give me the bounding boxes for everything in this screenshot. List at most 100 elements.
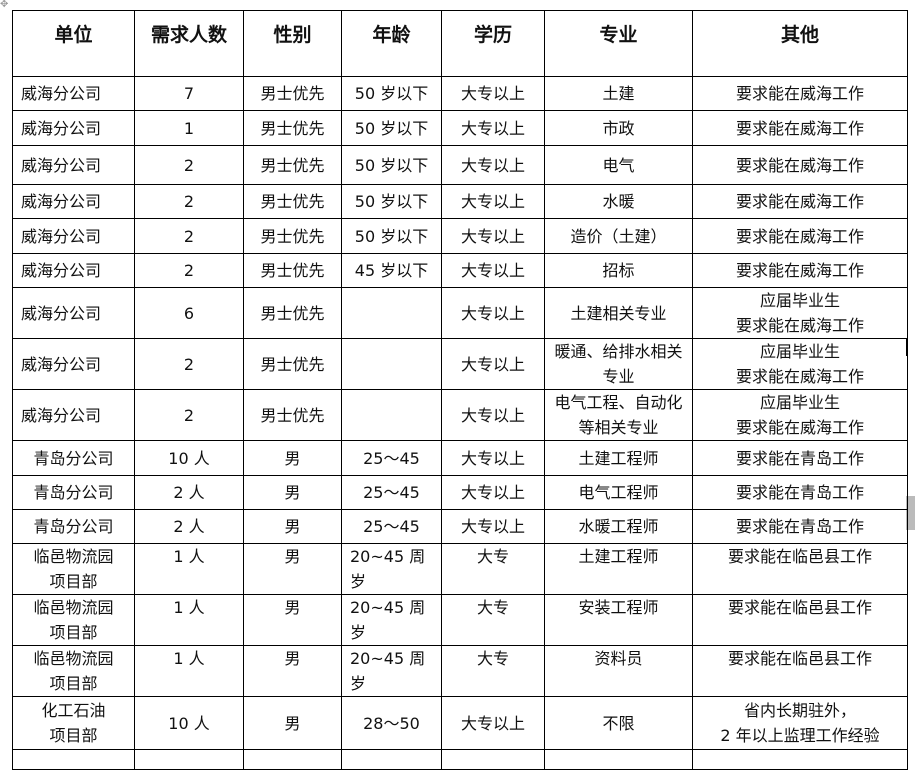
cell-major: 资料员 bbox=[544, 645, 693, 697]
cell-unit: 威海分公司 bbox=[12, 76, 135, 111]
cell-age bbox=[341, 338, 442, 390]
cell-other: 要求能在威海工作 bbox=[692, 76, 908, 111]
table-row: 威海分公司 6 男士优先 大专以上 土建相关专业 应届毕业生 要求能在威海工作 bbox=[12, 287, 908, 339]
cell-education: 大专以上 bbox=[441, 287, 545, 339]
header-gender: 性别 bbox=[243, 10, 342, 77]
cell-gender: 男士优先 bbox=[243, 218, 342, 254]
cell-gender: 男 bbox=[243, 475, 342, 510]
table-move-handle-icon[interactable]: ✥ bbox=[0, 0, 9, 10]
header-unit: 单位 bbox=[12, 10, 135, 77]
cell-unit: 青岛分公司 bbox=[12, 440, 135, 476]
cell-gender: 男士优先 bbox=[243, 287, 342, 339]
cell-education: 大专以上 bbox=[441, 253, 545, 288]
cell-education: 大专以上 bbox=[441, 338, 545, 390]
cell-major: 招标 bbox=[544, 253, 693, 288]
cell-age: 25～45 bbox=[341, 440, 442, 476]
cell-headcount: 1 人 bbox=[134, 645, 244, 697]
cell-gender: 男 bbox=[243, 696, 342, 750]
cell-headcount: 10 人 bbox=[134, 696, 244, 750]
recruitment-table: 单位 需求人数 性别 年龄 学历 专业 其他 威海分公司 7 男士优先 50 岁以下 大专以上 土建 要求… bbox=[12, 10, 908, 770]
cell-gender: 男士优先 bbox=[243, 253, 342, 288]
cell-age: 28～50 bbox=[341, 696, 442, 750]
cell-other: 应届毕业生 要求能在威海工作 bbox=[692, 287, 908, 339]
cell-headcount: 1 人 bbox=[134, 594, 244, 646]
cell-headcount: 2 bbox=[134, 338, 244, 390]
cell-headcount: 2 bbox=[134, 253, 244, 288]
cell-education: 大专 bbox=[441, 645, 545, 697]
cell-unit: 威海分公司 bbox=[12, 145, 135, 185]
cell-education: 大专以上 bbox=[441, 509, 545, 544]
cell-education: 大专以上 bbox=[441, 184, 545, 219]
cell-gender: 男 bbox=[243, 509, 342, 544]
header-age: 年龄 bbox=[341, 10, 442, 77]
cell-headcount: 7 bbox=[134, 76, 244, 111]
header-headcount: 需求人数 bbox=[134, 10, 244, 77]
cell-headcount: 2 bbox=[134, 389, 244, 441]
table-row: 临邑物流园项目部 1 人男 20~45 周岁 大专 资料员 要求能在临邑县工作 bbox=[12, 645, 908, 697]
cell-age: 20~45 周岁 bbox=[341, 645, 442, 697]
cell-other: 省内长期驻外， 2 年以上监理工作经验 bbox=[692, 696, 908, 750]
cell-major: 安装工程师 bbox=[544, 594, 693, 646]
scrollbar-handle[interactable] bbox=[906, 496, 915, 530]
cell-other: 要求能在临邑县工作 bbox=[692, 543, 908, 595]
cell-headcount: 2 bbox=[134, 145, 244, 185]
header-education: 学历 bbox=[441, 10, 545, 77]
cell-education: 大专以上 bbox=[441, 218, 545, 254]
cell-other: 要求能在威海工作 bbox=[692, 145, 908, 185]
cell-major: 土建相关专业 bbox=[544, 287, 693, 339]
cell-education: 大专以上 bbox=[441, 110, 545, 146]
cell-unit: 威海分公司 bbox=[12, 287, 135, 339]
cell-unit: 威海分公司 bbox=[12, 218, 135, 254]
table-row: 临邑物流园项目部 1 人男 20~45 周岁 大专 安装工程师 要求能在临邑县工作 bbox=[12, 594, 908, 646]
cell-unit: 威海分公司 bbox=[12, 253, 135, 288]
cell-gender: 男士优先 bbox=[243, 338, 342, 390]
cell-gender: 男士优先 bbox=[243, 145, 342, 185]
cell-other: 要求能在临邑县工作 bbox=[692, 594, 908, 646]
cell-major: 电气 bbox=[544, 145, 693, 185]
cell-age: 50 岁以下 bbox=[341, 218, 442, 254]
cell-other: 应届毕业生 要求能在威海工作 bbox=[692, 338, 908, 390]
cell-age: 20~45 周岁 bbox=[341, 543, 442, 595]
cell-other: 应届毕业生 要求能在威海工作 bbox=[692, 389, 908, 441]
header-other: 其他 bbox=[692, 10, 908, 77]
cell-age: 25～45 bbox=[341, 509, 442, 544]
cell-age: 50 岁以下 bbox=[341, 184, 442, 219]
cell-gender: 男 bbox=[243, 594, 342, 646]
cell-headcount: 10 人 bbox=[134, 440, 244, 476]
cell-education: 大专 bbox=[441, 543, 545, 595]
cell-gender: 男士优先 bbox=[243, 389, 342, 441]
cell-headcount: 2 bbox=[134, 184, 244, 219]
cell-unit: 青岛分公司 bbox=[12, 475, 135, 510]
cell-age: 50 岁以下 bbox=[341, 145, 442, 185]
table-row: 威海分公司 2 男士优先 大专以上 电气工程、自动化等相关专业 应届毕业生 要求能在威海工… bbox=[12, 389, 908, 441]
cell-headcount: 2 人 bbox=[134, 475, 244, 510]
cell-education: 大专以上 bbox=[441, 145, 545, 185]
cell-unit: 临邑物流园项目部 bbox=[12, 543, 135, 595]
cell-unit: 青岛分公司 bbox=[12, 509, 135, 544]
cell-headcount: 6 bbox=[134, 287, 244, 339]
cell-headcount: 1 人 bbox=[134, 543, 244, 595]
cell-age: 50 岁以下 bbox=[341, 76, 442, 111]
table-row: 威海分公司 2 男士优先 大专以上 暖通、给排水相关专业 应届毕业生 要求能在威海工作 bbox=[12, 338, 908, 390]
cell-other: 要求能在青岛工作 bbox=[692, 475, 908, 510]
cell-gender: 男士优先 bbox=[243, 110, 342, 146]
cell-other: 要求能在威海工作 bbox=[692, 253, 908, 288]
cell-education: 大专以上 bbox=[441, 696, 545, 750]
cell-unit: 临邑物流园项目部 bbox=[12, 594, 135, 646]
cell-unit: 威海分公司 bbox=[12, 184, 135, 219]
cell-age bbox=[341, 287, 442, 339]
cell-major: 市政 bbox=[544, 110, 693, 146]
cell-age: 25～45 bbox=[341, 475, 442, 510]
cell-major: 土建工程师 bbox=[544, 543, 693, 595]
table-row: 威海分公司 7 男士优先 50 岁以下 大专以上 土建 要求能在威海工作 bbox=[12, 76, 908, 111]
cell-education: 大专以上 bbox=[441, 475, 545, 510]
cell-other: 要求能在青岛工作 bbox=[692, 440, 908, 476]
cell-gender: 男士优先 bbox=[243, 184, 342, 219]
table-row: 威海分公司 2 男士优先 50 岁以下 大专以上 水暖 要求能在威海工作 bbox=[12, 184, 908, 219]
cell-other: 要求能在威海工作 bbox=[692, 218, 908, 254]
table-row: 临邑物流园项目部 1 人男 20~45 周岁 大专 土建工程师 要求能在临邑县工作 bbox=[12, 543, 908, 595]
table-row: 威海分公司 1 男士优先 50 岁以下 大专以上 市政 要求能在威海工作 bbox=[12, 110, 908, 146]
cell-major: 土建 bbox=[544, 76, 693, 111]
cell-gender: 男 bbox=[243, 645, 342, 697]
cell-other: 要求能在威海工作 bbox=[692, 110, 908, 146]
